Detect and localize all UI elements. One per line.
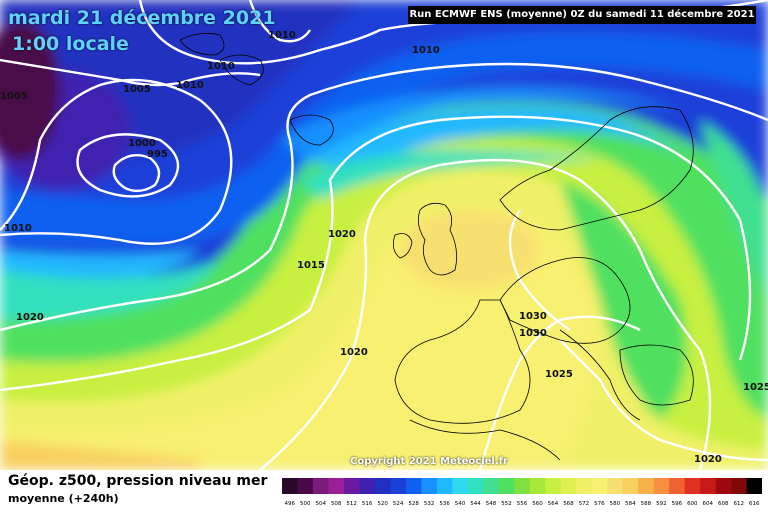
color-swatch bbox=[374, 478, 391, 494]
copyright-text: Copyright 2021 Meteociel.fr bbox=[350, 456, 508, 467]
isobar-label: 1010 bbox=[176, 80, 204, 91]
forecast-time: 1:00 locale bbox=[12, 33, 129, 55]
isobar-label: 1005 bbox=[123, 84, 151, 95]
scale-tick-label: 504 bbox=[315, 501, 326, 507]
legend-panel: Géop. z500, pression niveau mer moyenne … bbox=[0, 470, 768, 512]
scale-tick-label: 564 bbox=[548, 501, 559, 507]
scale-tick-label: 500 bbox=[300, 501, 311, 507]
scale-tick-label: 556 bbox=[517, 501, 528, 507]
isobar-label: 1030 bbox=[519, 311, 547, 322]
color-swatch bbox=[483, 478, 500, 494]
geopotential-map: 1010 1010 1010 1005 1005 1010 1000 995 1… bbox=[0, 0, 768, 470]
scale-tick-label: 496 bbox=[284, 501, 295, 507]
color-swatch bbox=[529, 478, 546, 494]
isobar-label: 1000 bbox=[128, 138, 156, 149]
isobar-labels: 1010 1010 1010 1005 1005 1010 1000 995 1… bbox=[0, 30, 768, 465]
isobar-label: 1020 bbox=[328, 229, 356, 240]
isobar-label: 1010 bbox=[412, 45, 440, 56]
color-swatch bbox=[700, 478, 716, 494]
scale-tick-label: 596 bbox=[672, 501, 683, 507]
scale-tick-label: 560 bbox=[532, 501, 543, 507]
isobar-lines bbox=[0, 0, 768, 470]
color-swatch bbox=[498, 478, 515, 494]
isobar-label: 1025 bbox=[743, 382, 768, 393]
scale-tick-label: 572 bbox=[579, 501, 590, 507]
color-swatch bbox=[390, 478, 407, 494]
color-swatch bbox=[715, 478, 732, 494]
color-swatch bbox=[436, 478, 453, 494]
scale-tick-label: 584 bbox=[625, 501, 636, 507]
color-swatch bbox=[731, 478, 747, 494]
scale-tick-label: 552 bbox=[501, 501, 512, 507]
color-swatch bbox=[576, 478, 592, 494]
scale-tick-label: 568 bbox=[563, 501, 574, 507]
scale-tick-label: 592 bbox=[656, 501, 667, 507]
isobar-label: 1030 bbox=[519, 328, 547, 339]
color-swatch bbox=[405, 478, 422, 494]
color-swatch bbox=[669, 478, 685, 494]
scale-tick-label: 576 bbox=[594, 501, 605, 507]
scale-tick-label: 544 bbox=[470, 501, 481, 507]
color-swatch bbox=[607, 478, 623, 494]
isobar-label: 995 bbox=[147, 149, 168, 160]
scale-tick-label: 536 bbox=[439, 501, 450, 507]
scale-tick-label: 520 bbox=[377, 501, 388, 507]
color-swatch bbox=[560, 478, 577, 494]
scale-tick-label: 608 bbox=[718, 501, 729, 507]
scale-tick-label: 528 bbox=[408, 501, 419, 507]
color-swatch bbox=[297, 478, 314, 494]
color-swatch bbox=[467, 478, 484, 494]
isobar-label: 1020 bbox=[16, 312, 44, 323]
legend-title: Géop. z500, pression niveau mer bbox=[8, 473, 268, 489]
scale-tick-label: 588 bbox=[641, 501, 652, 507]
color-swatch bbox=[421, 478, 438, 494]
scale-tick-label: 612 bbox=[734, 501, 745, 507]
color-swatch bbox=[684, 478, 701, 494]
color-swatch bbox=[591, 478, 608, 494]
scale-tick-label: 508 bbox=[331, 501, 342, 507]
scale-tick-label: 532 bbox=[424, 501, 435, 507]
color-swatch bbox=[343, 478, 360, 494]
color-swatch bbox=[452, 478, 469, 494]
isobar-label: 1010 bbox=[4, 223, 32, 234]
scale-tick-label: 616 bbox=[749, 501, 760, 507]
scale-tick-label: 524 bbox=[393, 501, 404, 507]
color-swatch bbox=[359, 478, 376, 494]
color-swatch bbox=[545, 478, 562, 494]
color-scale-bar bbox=[282, 478, 762, 494]
isobar-label: 1010 bbox=[268, 30, 296, 41]
run-info-banner: Run ECMWF ENS (moyenne) 0Z du samedi 11 … bbox=[408, 6, 756, 24]
color-swatch bbox=[622, 478, 639, 494]
color-swatch bbox=[638, 478, 654, 494]
color-scale-ticks: 496 500 504 508 512 516 520 524 528 532 536 540 544 5… bbox=[284, 501, 760, 507]
scale-tick-label: 548 bbox=[486, 501, 497, 507]
isobar-label: 1015 bbox=[297, 260, 325, 271]
scale-tick-label: 600 bbox=[687, 501, 698, 507]
isobar-label: 1010 bbox=[207, 61, 235, 72]
scale-tick-label: 604 bbox=[703, 501, 714, 507]
scale-tick-label: 580 bbox=[610, 501, 621, 507]
isobar-label: 1020 bbox=[340, 347, 368, 358]
isobar-label: 1020 bbox=[694, 454, 722, 465]
color-swatch bbox=[312, 478, 329, 494]
color-field bbox=[0, 0, 768, 470]
isobar-label: 1025 bbox=[545, 369, 573, 380]
color-swatch bbox=[746, 478, 762, 494]
color-swatch bbox=[514, 478, 531, 494]
color-swatch bbox=[282, 478, 298, 494]
forecast-date: mardi 21 décembre 2021 bbox=[8, 7, 276, 29]
scale-tick-label: 540 bbox=[455, 501, 466, 507]
color-swatch bbox=[653, 478, 670, 494]
coastlines bbox=[179, 32, 694, 461]
legend-subtitle: moyenne (+240h) bbox=[8, 492, 119, 505]
scale-tick-label: 516 bbox=[362, 501, 373, 507]
isobar-label: 1005 bbox=[0, 91, 28, 102]
color-swatch bbox=[328, 478, 345, 494]
scale-tick-label: 512 bbox=[346, 501, 357, 507]
